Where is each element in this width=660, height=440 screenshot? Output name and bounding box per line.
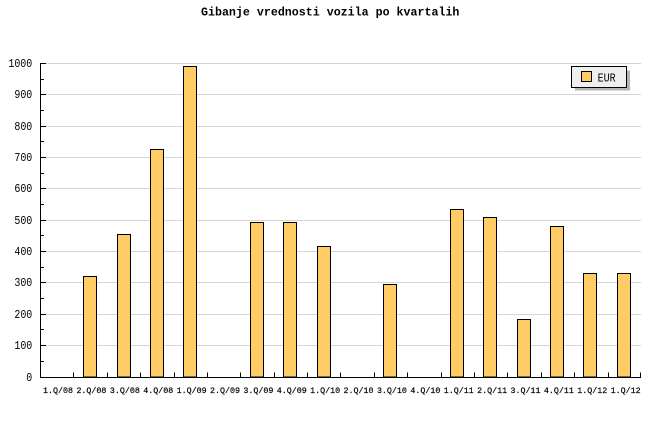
svg-text:300: 300 <box>14 278 32 291</box>
svg-text:2.Q/10: 2.Q/10 <box>344 386 374 396</box>
svg-text:4.Q/11: 4.Q/11 <box>544 386 574 396</box>
svg-text:2.Q/08: 2.Q/08 <box>76 386 106 396</box>
svg-text:400: 400 <box>14 247 32 260</box>
svg-text:3.Q/11: 3.Q/11 <box>510 386 540 396</box>
svg-text:1.Q/12: 1.Q/12 <box>577 386 607 396</box>
svg-text:1.Q/10: 1.Q/10 <box>310 386 340 396</box>
svg-text:100: 100 <box>14 341 32 354</box>
svg-text:500: 500 <box>14 216 32 229</box>
svg-text:4.Q/09: 4.Q/09 <box>277 386 307 396</box>
svg-text:2.Q/09: 2.Q/09 <box>210 386 240 396</box>
svg-text:200: 200 <box>14 310 32 323</box>
svg-text:4.Q/10: 4.Q/10 <box>410 386 440 396</box>
svg-text:1.Q/11: 1.Q/11 <box>444 386 474 396</box>
svg-text:3.Q/10: 3.Q/10 <box>377 386 407 396</box>
svg-text:4.Q/08: 4.Q/08 <box>143 386 173 396</box>
svg-text:700: 700 <box>14 153 32 166</box>
svg-text:600: 600 <box>14 184 32 197</box>
svg-text:900: 900 <box>14 90 32 103</box>
svg-text:1.Q/09: 1.Q/09 <box>177 386 207 396</box>
svg-text:Gibanje vrednosti vozila po kv: Gibanje vrednosti vozila po kvartalih <box>201 5 459 19</box>
svg-text:2.Q/11: 2.Q/11 <box>477 386 507 396</box>
svg-text:0: 0 <box>26 373 32 386</box>
svg-text:1.Q/12: 1.Q/12 <box>611 386 641 396</box>
svg-text:3.Q/08: 3.Q/08 <box>110 386 140 396</box>
svg-text:1.Q/08: 1.Q/08 <box>43 386 73 396</box>
svg-text:3.Q/09: 3.Q/09 <box>243 386 273 396</box>
svg-text:EUR: EUR <box>598 73 616 86</box>
svg-text:800: 800 <box>14 122 32 135</box>
svg-text:1000: 1000 <box>8 59 32 72</box>
